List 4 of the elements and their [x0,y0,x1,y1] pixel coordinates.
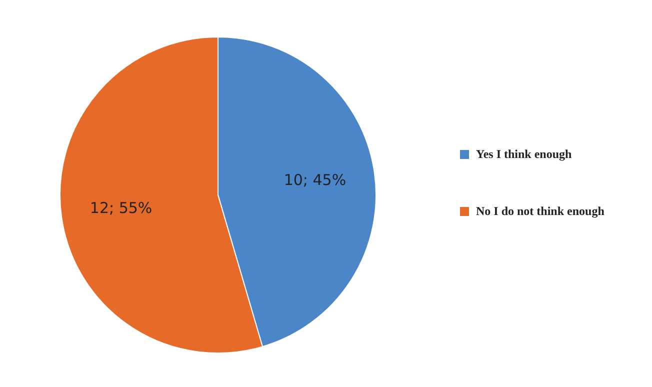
data-label: 12; 55% [90,199,152,218]
legend-label: Yes I think enough [476,146,572,161]
legend-label: No I do not think enough [476,204,605,218]
data-label: 10; 45% [284,171,346,190]
